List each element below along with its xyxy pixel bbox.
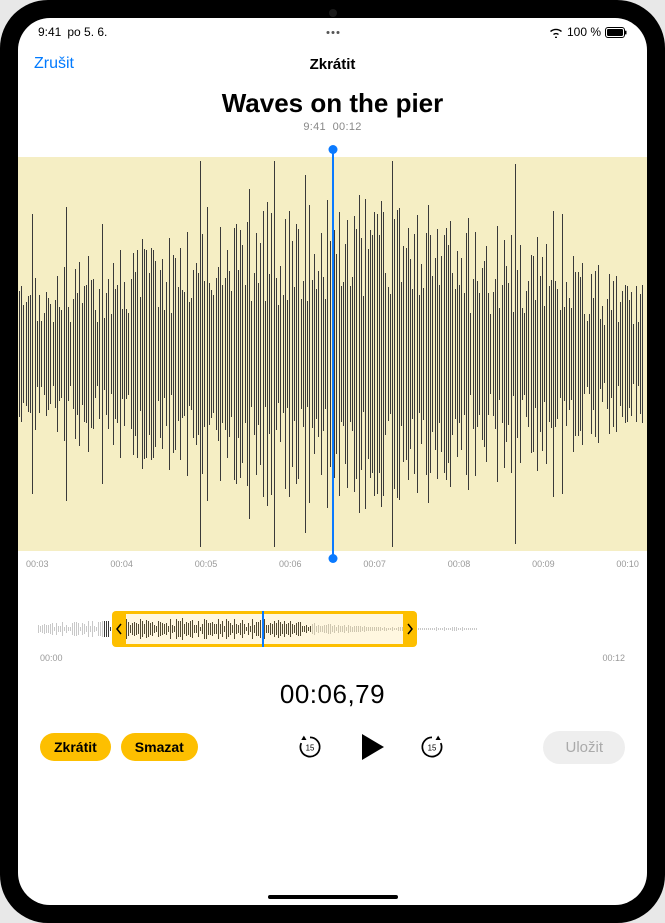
svg-text:15: 15 — [427, 744, 436, 753]
status-time: 9:41 — [38, 25, 61, 39]
delete-button[interactable]: Smazat — [121, 733, 198, 761]
nav-bar: Zrušit Zkrátit — [18, 46, 647, 82]
overview-start-label: 00:00 — [40, 653, 63, 663]
controls-bar: Zkrátit Smazat 15 15 — [18, 730, 647, 764]
recording-title: Waves on the pier — [18, 88, 647, 119]
battery-icon — [605, 27, 627, 38]
cancel-button[interactable]: Zrušit — [34, 55, 74, 73]
nav-title: Zkrátit — [310, 56, 356, 73]
home-indicator[interactable] — [268, 895, 398, 899]
trim-handle-right[interactable] — [403, 611, 417, 647]
skip-forward-button[interactable]: 15 — [418, 733, 446, 761]
overview-strip[interactable] — [38, 607, 627, 651]
trim-handle-left[interactable] — [112, 611, 126, 647]
status-bar: 9:41 po 5. 6. 100 % — [18, 18, 647, 46]
trim-button[interactable]: Zkrátit — [40, 733, 111, 761]
overview-end-label: 00:12 — [602, 653, 625, 663]
trim-selection — [126, 611, 403, 647]
playhead[interactable] — [332, 149, 334, 559]
overview-playhead[interactable] — [262, 611, 264, 647]
waveform-main[interactable]: 00:0300:0400:0500:0600:0700:0800:0900:10 — [18, 149, 647, 579]
wifi-icon — [549, 27, 563, 38]
time-display: 00:06,79 — [18, 679, 647, 710]
skip-back-button[interactable]: 15 — [296, 733, 324, 761]
battery-pct: 100 % — [567, 25, 601, 39]
svg-text:15: 15 — [305, 744, 314, 753]
status-date: po 5. 6. — [67, 25, 107, 39]
play-button[interactable] — [354, 730, 388, 764]
recording-meta: 9:41 00:12 — [18, 121, 647, 133]
status-dots — [326, 31, 339, 34]
title-block: Waves on the pier 9:41 00:12 — [18, 82, 647, 143]
save-button[interactable]: Uložit — [543, 731, 625, 764]
